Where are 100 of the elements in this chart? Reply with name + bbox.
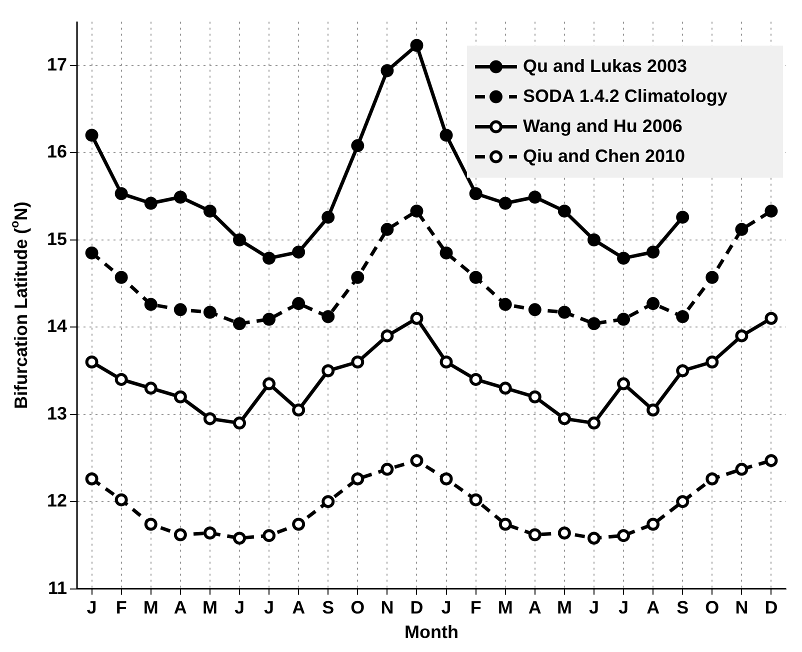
x-tick-label: J: [86, 598, 97, 618]
point: [764, 454, 778, 468]
point: [144, 382, 158, 395]
point: [706, 356, 719, 368]
point: [232, 416, 246, 430]
y-tick-label: 14: [46, 316, 68, 336]
point: [85, 128, 98, 142]
legend-label: Wang and Hu 2006: [523, 116, 682, 136]
x-tick-label: N: [735, 598, 748, 618]
point: [469, 270, 482, 284]
point: [144, 518, 158, 531]
point: [558, 204, 571, 218]
point: [528, 528, 542, 542]
point: [498, 382, 512, 395]
point: [232, 233, 246, 246]
point: [114, 493, 128, 506]
point: [292, 403, 306, 416]
point: [114, 270, 128, 284]
point: [646, 246, 660, 259]
point: [617, 312, 630, 326]
point: [203, 412, 216, 426]
point: [469, 372, 482, 386]
x-tick-label: D: [410, 598, 424, 618]
y-tick-label: 13: [46, 403, 68, 424]
point: [440, 128, 453, 142]
point: [174, 528, 187, 542]
point: [410, 38, 424, 52]
point: [262, 377, 276, 390]
point: [440, 356, 453, 368]
x-tick-label: S: [322, 598, 334, 618]
point: [587, 416, 600, 430]
point: [646, 403, 660, 416]
point: [85, 472, 98, 486]
point: [676, 364, 690, 378]
y-tick-label: 15: [46, 228, 68, 249]
point: [85, 246, 98, 260]
point: [114, 187, 128, 200]
y-tick-label: 11: [48, 578, 68, 598]
point: [322, 210, 335, 224]
point: [85, 356, 98, 368]
point: [380, 462, 394, 476]
point: [144, 298, 158, 311]
point: [114, 372, 128, 386]
point: [735, 222, 748, 236]
point: [410, 454, 424, 468]
legend-label: Qiu and Chen 2010: [523, 146, 686, 166]
point: [587, 532, 600, 545]
x-axis-title: Month: [404, 622, 459, 642]
point: [617, 529, 630, 542]
point: [676, 495, 690, 508]
point: [203, 526, 216, 540]
point: [498, 196, 512, 210]
point: [646, 297, 660, 310]
point: [706, 270, 719, 284]
legend-label: SODA 1.4.2 Climatology: [523, 86, 728, 106]
x-tick-label: J: [264, 598, 274, 618]
point: [262, 252, 276, 265]
x-tick-label: J: [441, 598, 452, 618]
point: [262, 312, 276, 326]
x-tick-label: A: [292, 598, 306, 618]
point: [174, 190, 187, 204]
x-tick-label: M: [556, 598, 572, 618]
x-tick-label: D: [764, 598, 778, 618]
point: [232, 317, 246, 330]
point: [764, 312, 778, 325]
point: [351, 356, 364, 368]
x-tick-label: O: [350, 598, 365, 618]
point: [735, 329, 748, 342]
point: [410, 204, 424, 218]
point: [232, 532, 246, 545]
point: [676, 310, 690, 324]
x-tick-label: S: [676, 598, 689, 618]
point: [528, 390, 542, 404]
point: [469, 187, 482, 200]
point: [587, 233, 600, 246]
x-tick-label: F: [470, 598, 482, 618]
x-tick-label: M: [498, 598, 513, 618]
x-tick-label: J: [618, 598, 629, 618]
x-tick-label: J: [588, 598, 599, 618]
point: [498, 518, 512, 531]
point: [144, 196, 158, 210]
point: [558, 306, 571, 319]
x-tick-label: J: [234, 598, 245, 618]
point: [380, 329, 394, 342]
point: [174, 303, 187, 316]
point: [292, 518, 306, 531]
y-tick-label: 12: [46, 490, 68, 511]
point: [617, 377, 630, 390]
point: [558, 412, 571, 426]
x-tick-label: M: [143, 598, 158, 618]
x-tick-label: A: [528, 598, 542, 618]
point: [440, 246, 453, 260]
point: [380, 64, 394, 78]
point: [440, 472, 453, 486]
point: [528, 190, 542, 204]
y-axis-title: Bifurcation Latitude (oN): [7, 202, 31, 409]
x-tick-label: M: [202, 598, 218, 618]
y-tick-label: 17: [46, 54, 68, 74]
point: [203, 204, 216, 218]
point: [380, 222, 394, 236]
